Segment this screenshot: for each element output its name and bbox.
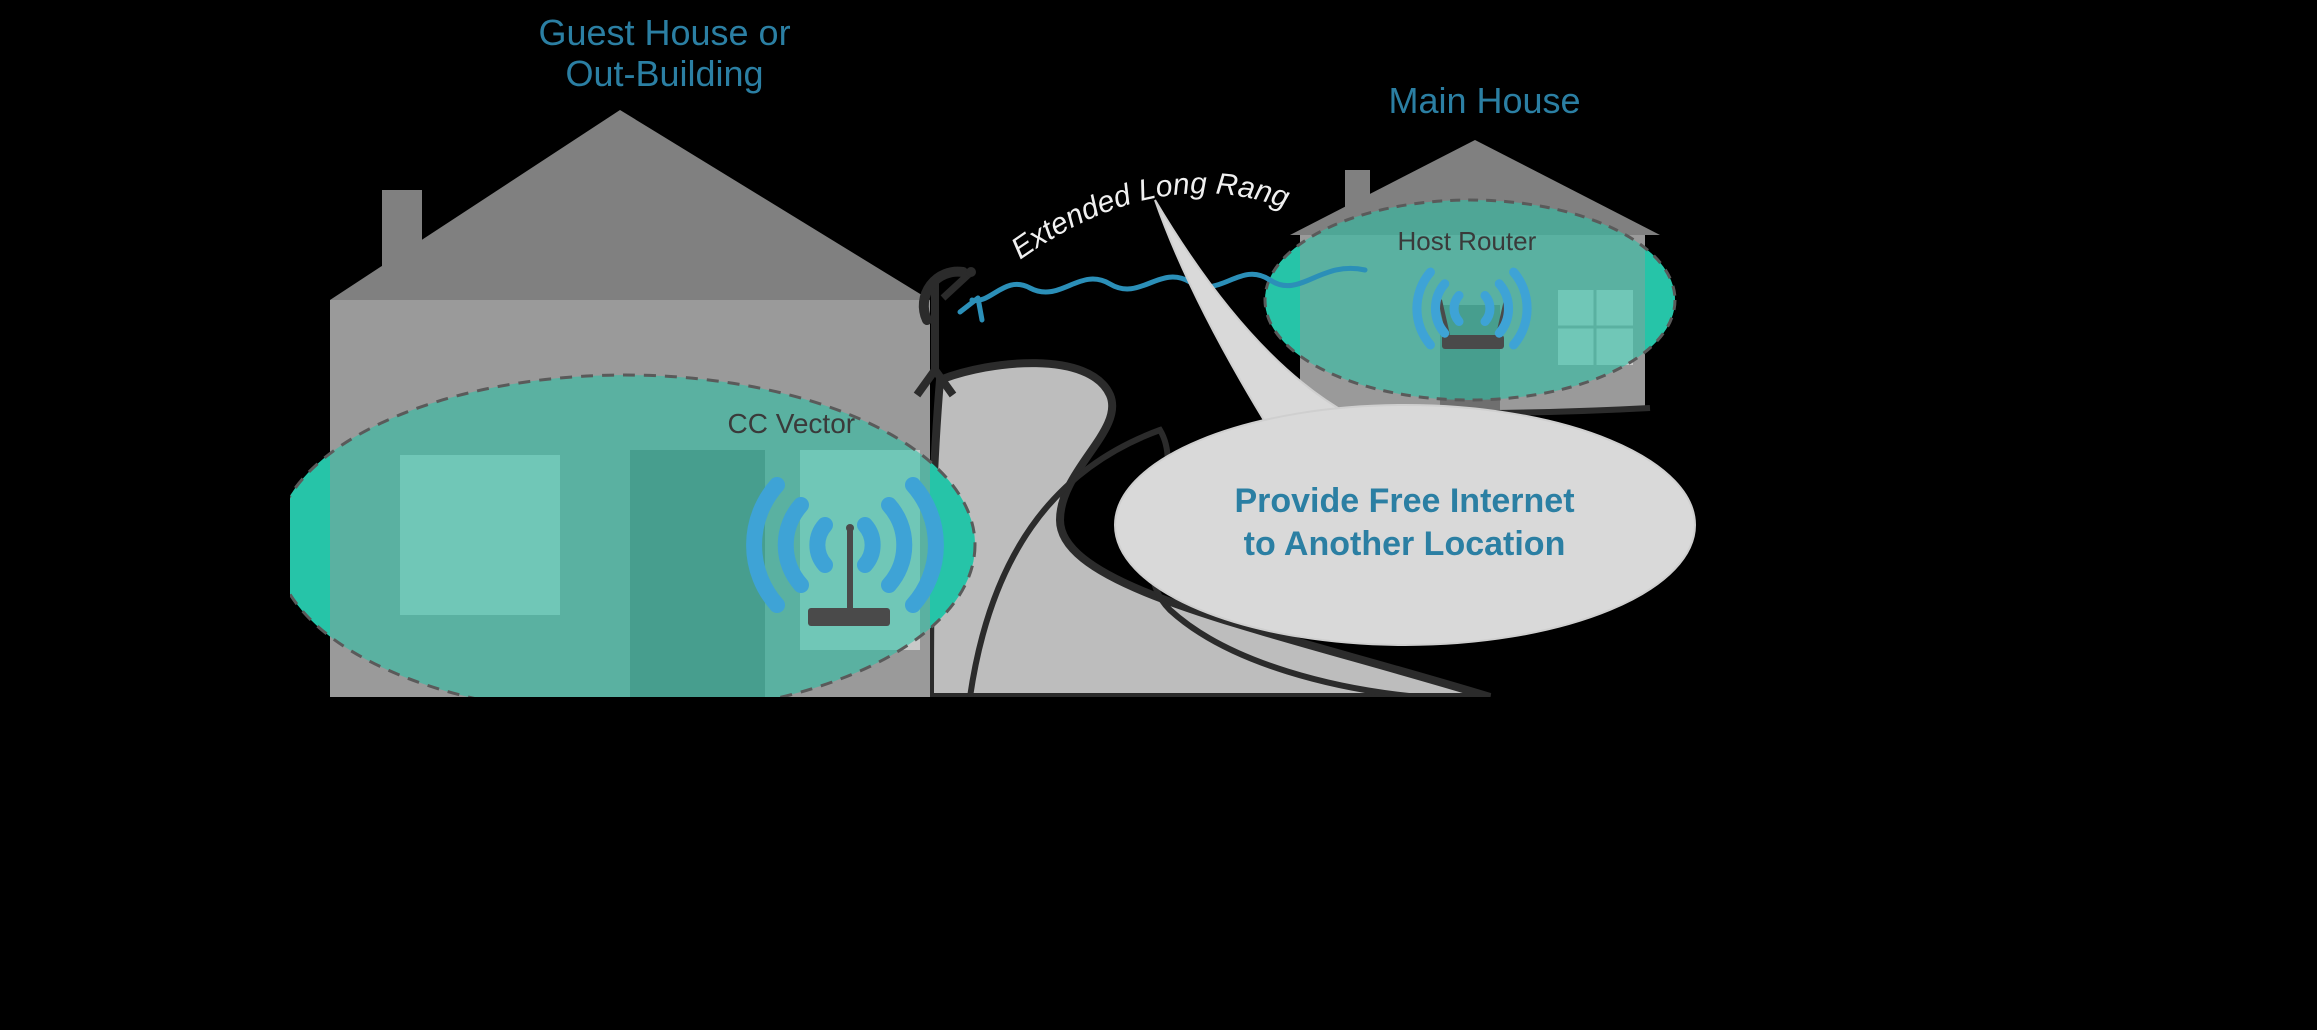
- scene-svg: Extended Long Range: [290, 0, 2028, 697]
- host-router-label: Host Router: [1398, 226, 1537, 257]
- cc-vector-label: CC Vector: [728, 408, 856, 440]
- speech-line-2: to Another Location: [1125, 523, 1685, 566]
- speech-bubble-text: Provide Free Internet to Another Locatio…: [1125, 480, 1685, 565]
- speech-line-1: Provide Free Internet: [1125, 480, 1685, 523]
- long-range-arrowhead: [960, 298, 982, 320]
- diagram-canvas: Guest House or Out-Building Main House: [290, 0, 2028, 697]
